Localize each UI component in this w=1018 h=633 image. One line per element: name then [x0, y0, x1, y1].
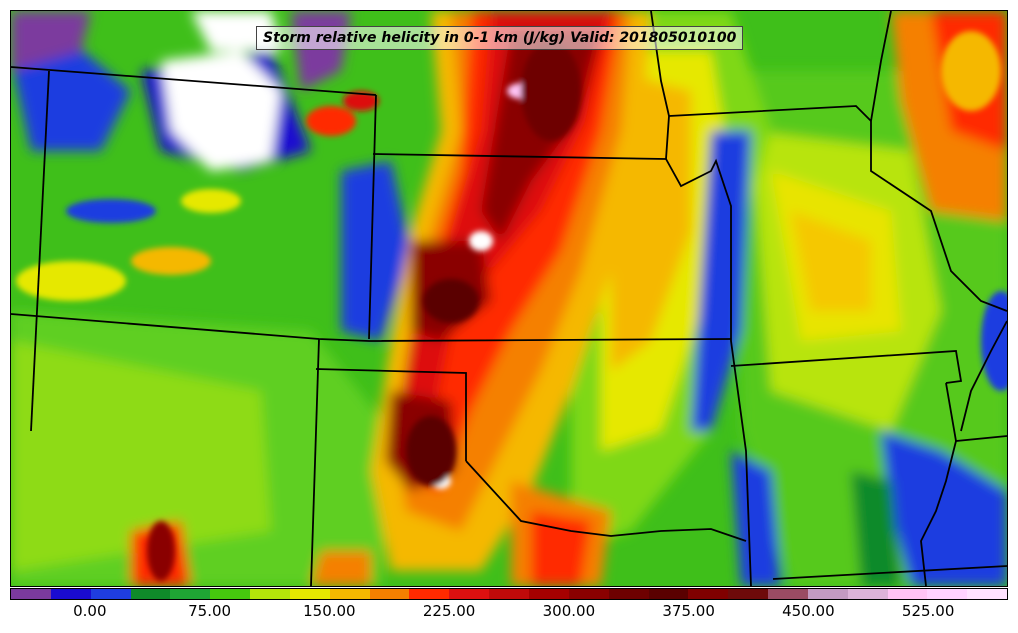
colorbar-segment — [608, 589, 649, 599]
colorbar-tick-label: 525.00 — [901, 602, 955, 620]
colorbar-segment — [449, 589, 490, 599]
colorbar-segment — [568, 589, 609, 599]
colorbar-segment — [807, 589, 848, 599]
colorbar-segment — [210, 589, 251, 599]
colorbar-tick-label: 375.00 — [662, 602, 715, 620]
colorbar-tick-label: 0.00 — [73, 602, 107, 620]
colorbar-segment — [768, 589, 808, 599]
colorbar-segment — [170, 589, 211, 599]
colorbar-segment — [728, 589, 769, 599]
colorbar-segment — [528, 589, 569, 599]
colorbar-segment — [289, 589, 330, 599]
colorbar-segment — [369, 589, 410, 599]
map-panel: Storm relative helicity in 0-1 km (J/kg)… — [10, 10, 1008, 587]
colorbar-tick-label: 450.00 — [782, 602, 835, 620]
colorbar-segment — [329, 589, 370, 599]
colorbar-segment — [887, 589, 928, 599]
colorbar-segment — [130, 589, 171, 599]
colorbar-segment — [967, 589, 1008, 599]
colorbar-segment — [648, 589, 689, 599]
colorbar-segment — [927, 589, 968, 599]
colorbar-segment — [11, 589, 51, 599]
helicity-detail — [16, 31, 1007, 581]
helicity-map — [11, 11, 1007, 586]
colorbar-tick-label: 300.00 — [542, 602, 596, 620]
colorbar-segment — [409, 589, 450, 599]
colorbar-tick-label: 225.00 — [422, 602, 476, 620]
colorbar-tick-labels: 0.00 75.00 150.00 225.00 300.00 375.00 450.00 5… — [10, 602, 1008, 624]
colorbar-tick-label: 150.00 — [303, 602, 356, 620]
colorbar-segment — [688, 589, 729, 599]
colorbar-tick-label: 75.00 — [188, 602, 232, 620]
colorbar — [10, 588, 1008, 600]
state-boundaries — [11, 11, 1007, 586]
colorbar-segment — [50, 589, 91, 599]
map-title: Storm relative helicity in 0-1 km (J/kg)… — [256, 26, 744, 50]
colorbar-segment — [250, 589, 290, 599]
colorbar-segment — [90, 589, 131, 599]
colorbar-segment — [489, 589, 529, 599]
colorbar-segment — [847, 589, 888, 599]
